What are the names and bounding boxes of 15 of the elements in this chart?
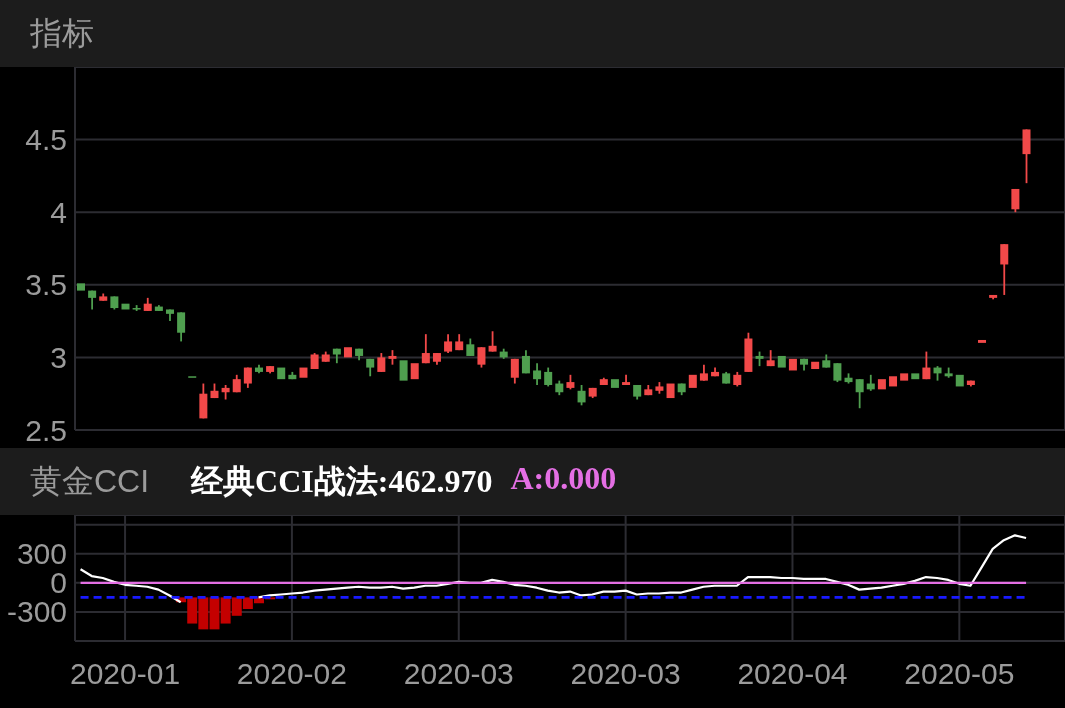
y-tick-label: 3.5 [25,268,67,302]
y-tick-label: 3 [50,340,67,374]
x-tick-label: 2020-05 [904,657,1015,690]
x-tick-label: 2020-04 [737,657,848,690]
x-tick-label: 2020-03 [570,657,681,690]
chart-title: 指标 [30,13,94,53]
x-tick-label: 2020-03 [403,657,514,690]
y-tick-label: 4 [50,195,67,229]
chart-title: 黄金CCI [30,461,150,501]
y-tick-label: 2.5 [25,413,67,447]
text: 经典CCI战法:462.970 [191,461,493,501]
text: A:0.000 [510,459,617,498]
y-tick-label: 4.5 [25,123,67,157]
x-tick-label: 2020-01 [70,657,181,690]
x-tick-label: 2020-02 [236,657,347,690]
